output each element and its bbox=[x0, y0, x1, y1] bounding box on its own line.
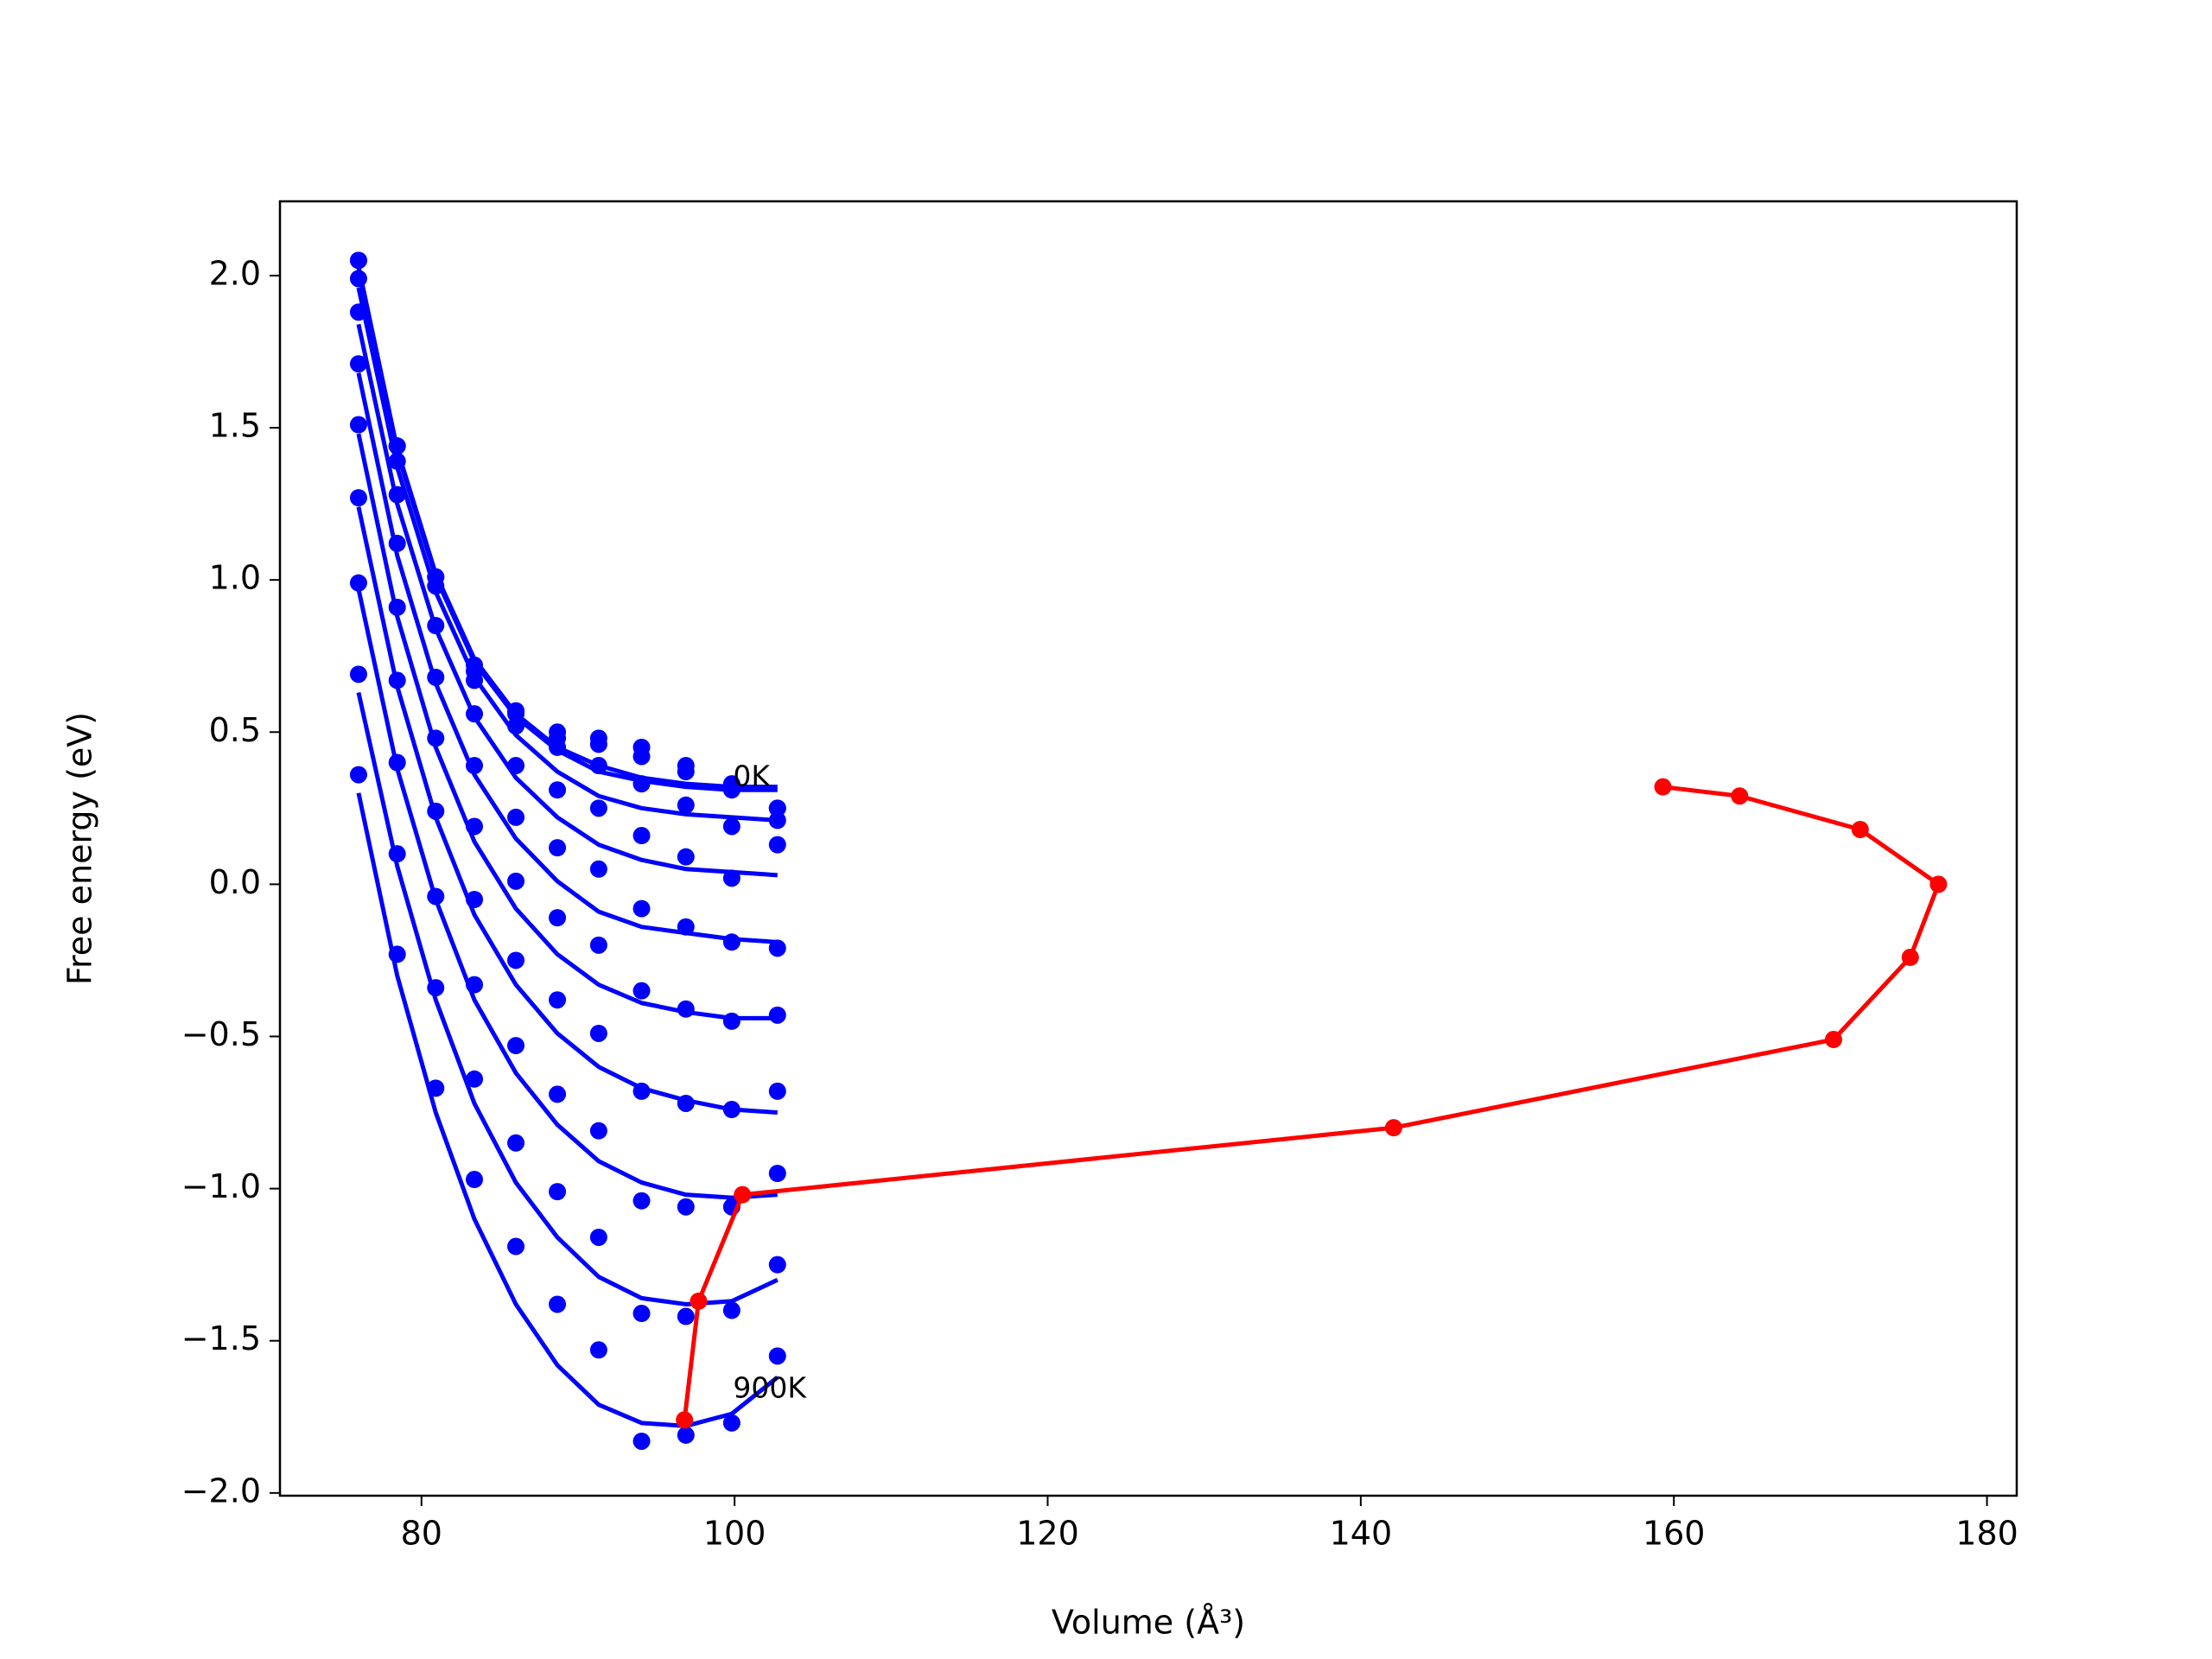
data-point bbox=[632, 1432, 651, 1450]
data-point bbox=[722, 817, 741, 836]
series-line bbox=[356, 588, 778, 1200]
annotation: 0K bbox=[733, 760, 771, 793]
y-tick-label: −1.0 bbox=[181, 1167, 261, 1205]
data-point bbox=[507, 1037, 525, 1055]
data-point bbox=[466, 1171, 484, 1189]
data-point bbox=[589, 1341, 607, 1359]
data-point bbox=[632, 1192, 651, 1210]
data-point bbox=[466, 1070, 484, 1088]
data-point bbox=[349, 489, 367, 507]
data-point bbox=[549, 1085, 567, 1103]
data-point bbox=[549, 1295, 567, 1313]
data-point bbox=[549, 1183, 567, 1201]
data-point bbox=[349, 355, 367, 373]
plot-frame bbox=[278, 200, 2018, 1497]
data-point bbox=[589, 1024, 607, 1042]
data-point bbox=[549, 991, 567, 1009]
data-point bbox=[768, 1082, 786, 1100]
annotation: 900K bbox=[733, 1371, 807, 1405]
data-point bbox=[677, 1426, 695, 1444]
y-tick-label: −2.0 bbox=[181, 1471, 261, 1510]
y-tick-label: 0.0 bbox=[209, 863, 261, 901]
data-point bbox=[722, 933, 741, 951]
y-tick-label: 2.0 bbox=[209, 254, 261, 292]
series-line bbox=[356, 323, 778, 878]
x-tick-label: 120 bbox=[1016, 1515, 1079, 1553]
data-point bbox=[632, 1305, 651, 1323]
x-axis-label: Volume (Å³) bbox=[1052, 1604, 1245, 1642]
data-point bbox=[1851, 820, 1869, 838]
y-tick-label: −0.5 bbox=[181, 1015, 261, 1053]
data-point bbox=[1384, 1119, 1402, 1137]
data-point bbox=[349, 416, 367, 434]
data-point bbox=[349, 574, 367, 592]
y-tick-label: −1.5 bbox=[181, 1319, 261, 1357]
series-line bbox=[356, 269, 778, 792]
data-point bbox=[1929, 875, 1948, 893]
data-point bbox=[507, 872, 525, 890]
data-point bbox=[589, 1122, 607, 1140]
data-point bbox=[1654, 778, 1672, 796]
data-point bbox=[349, 766, 367, 784]
data-point bbox=[589, 936, 607, 954]
data-point bbox=[632, 827, 651, 845]
data-point bbox=[768, 799, 786, 817]
data-point bbox=[676, 1411, 694, 1429]
y-tick-label: 1.5 bbox=[209, 407, 261, 445]
data-point bbox=[722, 1301, 741, 1319]
data-point bbox=[768, 836, 786, 854]
data-point bbox=[549, 781, 567, 799]
data-point bbox=[722, 1414, 741, 1432]
series-line bbox=[682, 785, 1941, 1421]
data-point bbox=[507, 808, 525, 826]
data-point bbox=[734, 1185, 752, 1204]
data-point bbox=[677, 848, 695, 866]
data-point bbox=[768, 1255, 786, 1274]
data-point bbox=[1901, 948, 1919, 966]
data-point bbox=[632, 982, 651, 1000]
data-point bbox=[549, 839, 567, 857]
series-line bbox=[356, 372, 778, 944]
data-point bbox=[722, 1012, 741, 1030]
y-axis-label: Free energy (eV) bbox=[61, 712, 99, 985]
data-point bbox=[632, 747, 651, 766]
data-point bbox=[589, 1228, 607, 1246]
x-tick-label: 180 bbox=[1955, 1515, 2018, 1553]
data-point bbox=[589, 799, 607, 817]
x-tick-label: 100 bbox=[703, 1515, 766, 1553]
series-line bbox=[356, 506, 778, 1116]
data-point bbox=[349, 251, 367, 270]
x-tick-label: 160 bbox=[1643, 1515, 1706, 1553]
series-line bbox=[356, 287, 778, 823]
series-line bbox=[356, 433, 778, 1020]
data-point bbox=[507, 951, 525, 969]
data-point bbox=[677, 1307, 695, 1325]
data-point bbox=[349, 665, 367, 683]
x-tick-label: 80 bbox=[401, 1515, 442, 1553]
data-point bbox=[549, 909, 567, 927]
data-point bbox=[589, 860, 607, 878]
data-point bbox=[1731, 787, 1749, 805]
data-point bbox=[677, 1198, 695, 1216]
data-point bbox=[1825, 1031, 1843, 1049]
data-point bbox=[677, 763, 695, 781]
data-point bbox=[589, 735, 607, 753]
data-point bbox=[768, 1347, 786, 1365]
x-tick-label: 140 bbox=[1330, 1515, 1393, 1553]
data-point bbox=[677, 796, 695, 814]
data-point bbox=[768, 1164, 786, 1182]
data-point bbox=[632, 899, 651, 918]
data-point bbox=[507, 1237, 525, 1255]
y-tick-label: 1.0 bbox=[209, 559, 261, 597]
y-tick-label: 0.5 bbox=[209, 711, 261, 749]
series-line bbox=[356, 792, 779, 1428]
data-point bbox=[690, 1292, 708, 1310]
data-point bbox=[768, 1006, 786, 1024]
data-point bbox=[507, 1134, 525, 1152]
